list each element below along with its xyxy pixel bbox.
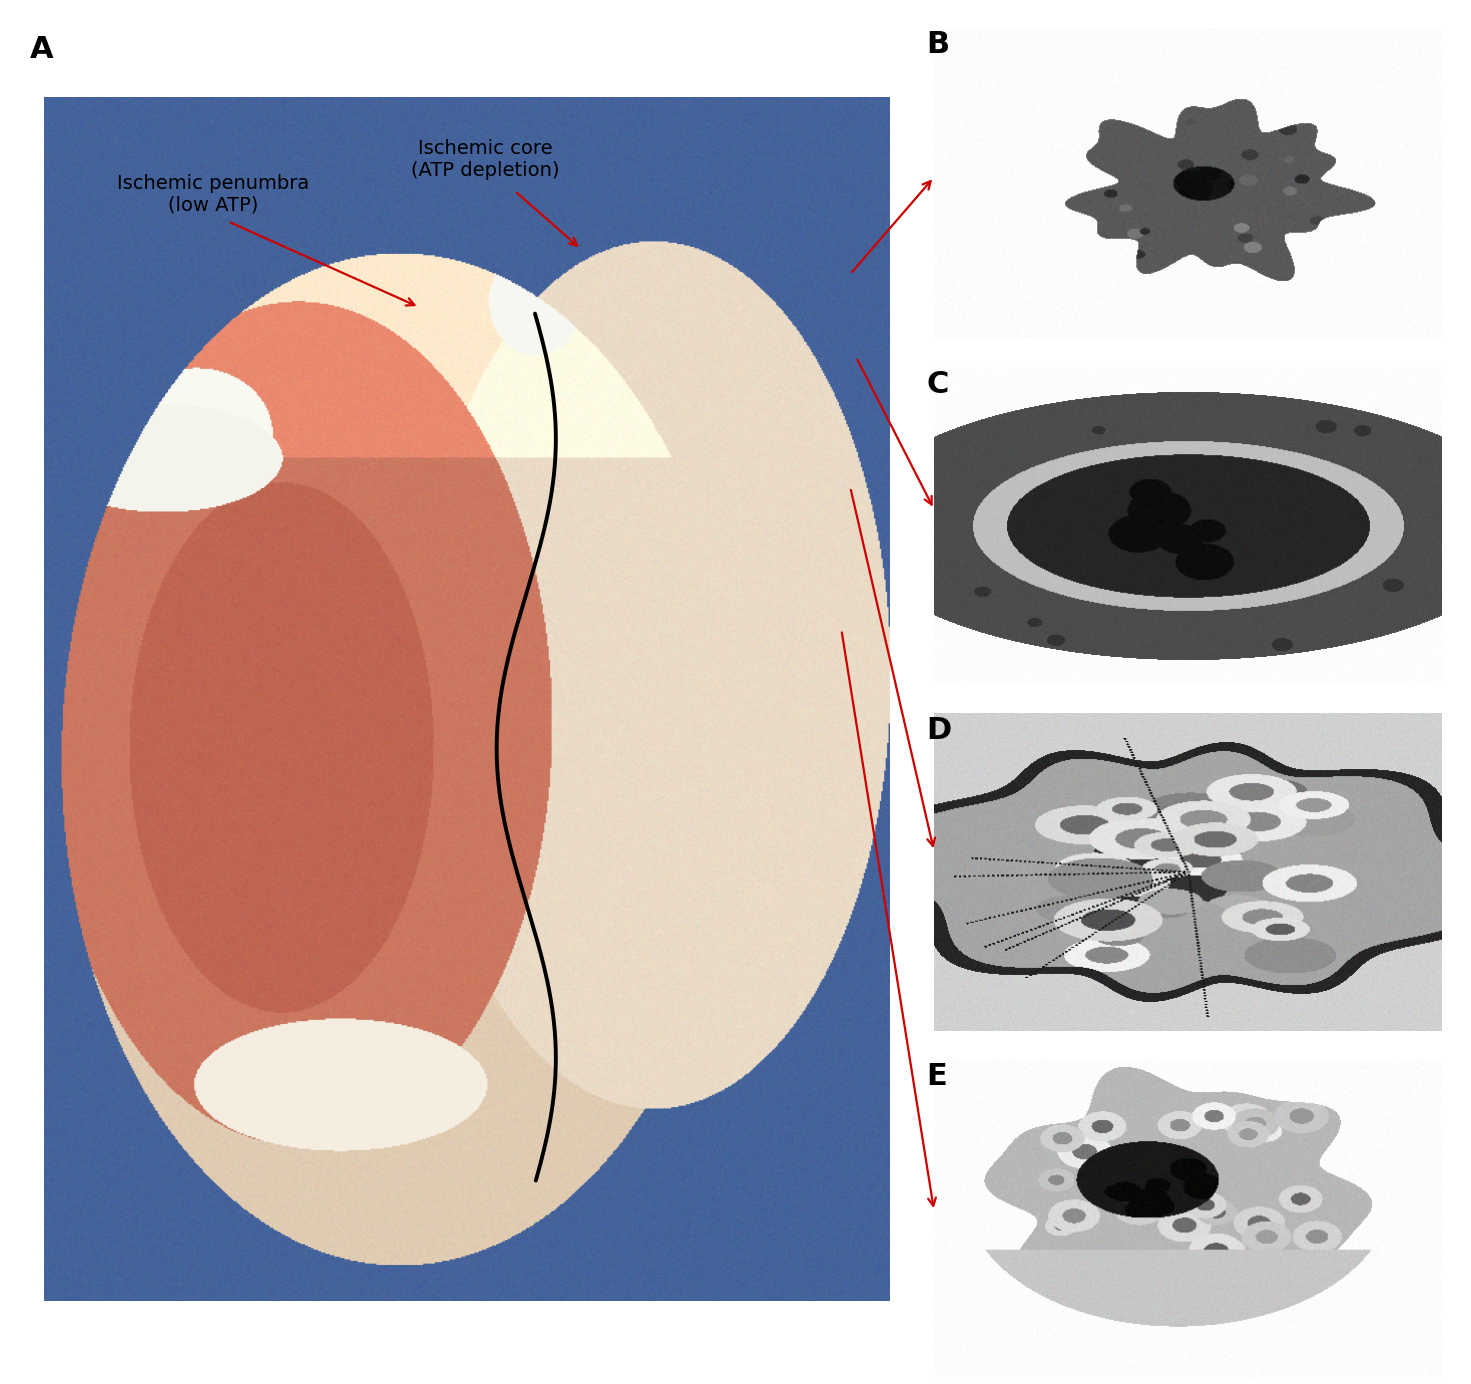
Text: Ischemic penumbra
(low ATP): Ischemic penumbra (low ATP) — [118, 173, 309, 215]
Text: A: A — [29, 35, 53, 64]
Text: D: D — [927, 716, 952, 745]
Text: Ischemic core
(ATP depletion): Ischemic core (ATP depletion) — [412, 138, 559, 180]
Text: E: E — [927, 1062, 947, 1091]
Text: C: C — [927, 370, 949, 399]
Text: B: B — [927, 30, 950, 60]
